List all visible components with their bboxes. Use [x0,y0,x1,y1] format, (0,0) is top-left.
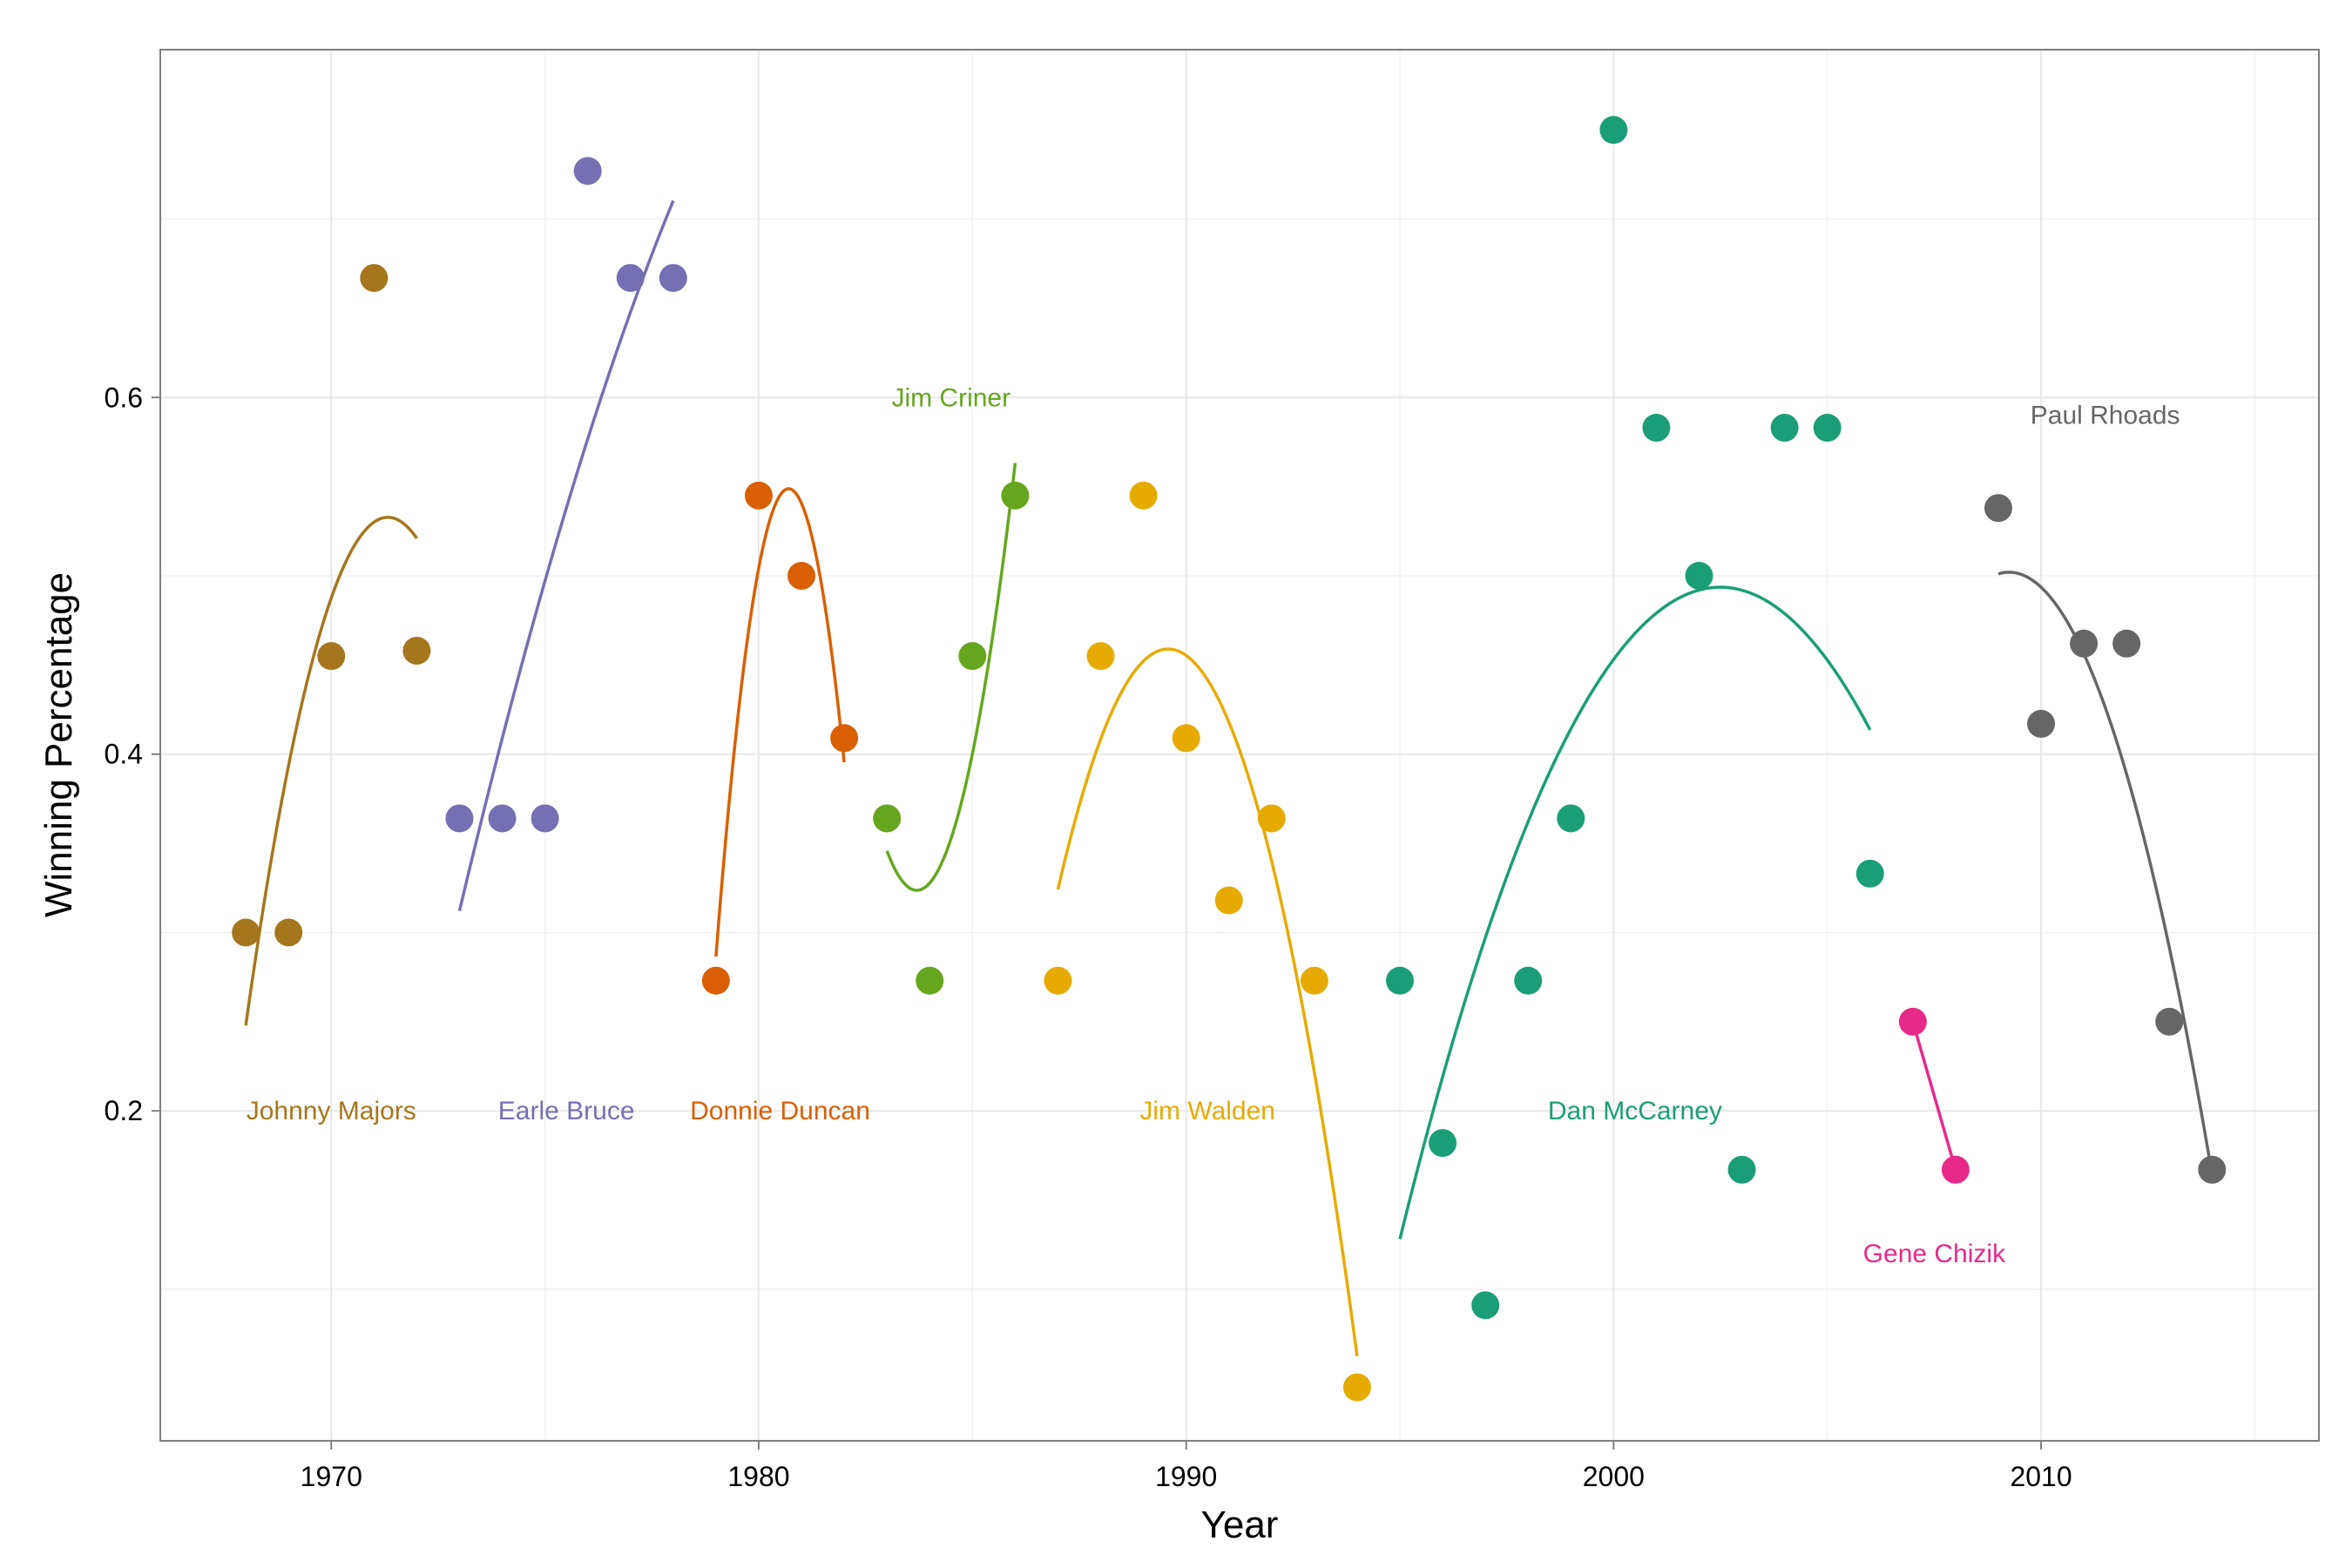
data-point-johnny-majors [232,918,260,947]
data-point-dan-mccarney [1514,966,1543,995]
x-tick-label: 1970 [301,1461,362,1492]
data-point-dan-mccarney [1813,414,1842,443]
data-point-johnny-majors [402,636,431,665]
data-point-paul-rhoads [1984,494,2012,523]
coach-label-dan-mccarney: Dan McCarney [1548,1097,1722,1125]
data-point-paul-rhoads [2198,1155,2227,1184]
data-point-dan-mccarney [1386,966,1415,995]
data-point-jim-walden [1342,1373,1371,1402]
data-point-johnny-majors [317,642,346,671]
data-point-jim-walden [1300,966,1328,995]
data-point-dan-mccarney [1770,414,1799,443]
data-point-dan-mccarney [1727,1155,1756,1184]
fit-curve-jim-criner [885,463,1017,892]
fit-curve-paul-rhoads [1997,571,2214,1175]
data-point-jim-walden [1172,724,1200,753]
data-point-donnie-duncan [701,966,730,995]
data-point-jim-criner [916,966,944,995]
y-tick-label: 0.6 [105,382,143,413]
data-point-earle-bruce [488,804,517,833]
data-point-jim-criner [873,804,902,833]
data-point-jim-criner [958,642,987,671]
coach-label-donnie-duncan: Donnie Duncan [690,1097,870,1125]
data-point-earle-bruce [659,264,687,293]
data-point-earle-bruce [445,804,474,833]
coach-label-jim-criner: Jim Criner [891,383,1010,412]
data-point-jim-walden [1044,966,1072,995]
coach-labels: Johnny Majors Earle Bruce Donnie Duncan Jim… [247,383,2180,1268]
x-tick-label: 2000 [1583,1461,1645,1492]
data-point-donnie-duncan [744,481,773,510]
y-axis-title: Winning Percentage [37,572,80,917]
data-point-jim-walden [1086,642,1115,671]
x-tick-label: 1980 [727,1461,789,1492]
fit-curve-gene-chizik [1911,1021,1957,1171]
x-axis-title: Year [1201,1504,1279,1546]
data-point-dan-mccarney [1855,859,1884,888]
data-point-gene-chizik [1941,1155,1970,1184]
data-point-dan-mccarney [1642,414,1671,443]
data-points [232,116,2227,1402]
y-tick-label: 0.2 [105,1095,143,1126]
data-point-jim-walden [1257,804,1286,833]
data-point-jim-walden [1214,886,1243,915]
data-point-paul-rhoads [2112,629,2141,658]
data-point-jim-criner [1001,481,1030,510]
coach-label-paul-rhoads: Paul Rhoads [2031,402,2180,430]
data-point-donnie-duncan [830,724,859,753]
plot-background [160,50,2319,1441]
plot-border [159,49,2320,1442]
x-tick-label: 2010 [2010,1461,2072,1492]
coach-label-johnny-majors: Johnny Majors [247,1097,416,1125]
data-point-earle-bruce [616,264,645,293]
coach-label-gene-chizik: Gene Chizik [1863,1240,2006,1268]
data-point-paul-rhoads [2155,1007,2184,1036]
coach-label-earle-bruce: Earle Bruce [498,1097,635,1125]
coach-label-jim-walden: Jim Walden [1139,1097,1275,1125]
data-point-donnie-duncan [787,561,816,590]
data-point-johnny-majors [360,264,389,293]
data-point-johnny-majors [274,918,303,947]
data-point-paul-rhoads [2027,709,2056,738]
data-point-dan-mccarney [1599,116,1628,145]
fit-curve-earle-bruce [457,199,675,912]
data-point-dan-mccarney [1557,804,1585,833]
data-point-earle-bruce [531,804,559,833]
data-point-paul-rhoads [2070,629,2099,658]
axes: 1970 1980 1990 2000 2010 0.2 0.4 0.6 [105,382,2072,1492]
x-tick-label: 1990 [1155,1461,1217,1492]
data-point-dan-mccarney [1685,561,1713,590]
fit-curve-donnie-duncan [714,487,846,957]
data-point-earle-bruce [573,157,602,186]
data-point-gene-chizik [1898,1007,1927,1036]
grid [160,50,2319,1441]
data-point-jim-walden [1129,481,1158,510]
y-tick-label: 0.4 [105,739,143,770]
fit-curve-johnny-majors [244,516,418,1026]
fit-curves [244,199,2214,1357]
fit-curve-jim-walden [1056,647,1359,1357]
data-point-dan-mccarney [1471,1291,1500,1320]
data-point-dan-mccarney [1429,1129,1457,1158]
fit-curve-dan-mccarney [1398,585,1872,1240]
